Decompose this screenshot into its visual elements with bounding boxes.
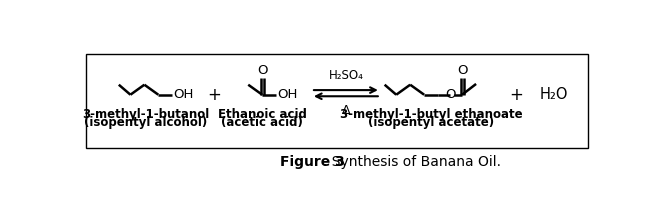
Text: O: O [257,64,268,77]
Text: (isopentyl alcohol): (isopentyl alcohol) [84,115,208,129]
Text: H₂SO₄: H₂SO₄ [328,69,363,82]
Text: (acetic acid): (acetic acid) [221,115,303,129]
Text: O: O [457,64,468,77]
Text: . Synthesis of Banana Oil.: . Synthesis of Banana Oil. [324,155,501,169]
Text: Figure 3: Figure 3 [280,155,345,169]
Text: 3-methyl-1-butyl ethanoate: 3-methyl-1-butyl ethanoate [340,108,523,121]
Text: OH: OH [173,88,194,101]
Text: O: O [445,88,456,101]
Text: +: + [207,86,221,104]
Text: +: + [509,86,523,104]
Text: Ethanoic acid: Ethanoic acid [217,108,306,121]
Text: 3-methyl-1-butanol: 3-methyl-1-butanol [82,108,210,121]
Text: OH: OH [277,88,297,101]
Text: (isopentyl acetate): (isopentyl acetate) [368,115,494,129]
Text: Δ: Δ [341,104,350,117]
Text: H₂O: H₂O [540,87,568,102]
FancyBboxPatch shape [86,54,588,148]
